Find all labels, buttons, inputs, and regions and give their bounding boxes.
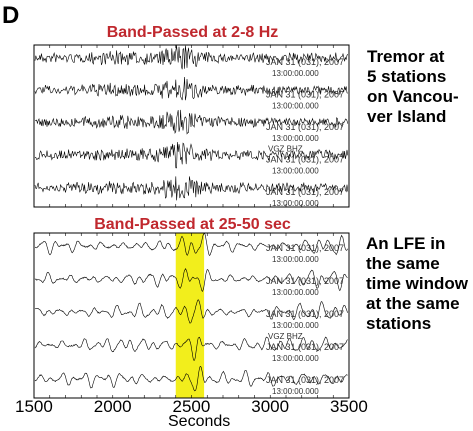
trace-time-label: 13:00:00.000: [272, 199, 319, 208]
lfe-time-window-highlight: [176, 233, 204, 398]
trace-date-label: JAN 31 (031), 2007: [266, 375, 344, 385]
trace-date-label: JAN 31 (031), 2007: [266, 90, 344, 100]
x-tick-label: 1500: [15, 397, 53, 417]
trace-time-label: 13:00:00.000: [272, 102, 319, 111]
x-tick-label: 3000: [251, 397, 289, 417]
trace-date-label: JAN 31 (031), 2007: [266, 155, 344, 165]
trace-time-label: 13:00:00.000: [272, 167, 319, 176]
trace-time-label: 13:00:00.000: [272, 69, 319, 78]
trace-date-label: JAN 31 (031), 2007: [266, 342, 344, 352]
trace-time-label: 13:00:00.000: [272, 387, 319, 396]
trace-date-label: JAN 31 (031), 2007: [266, 276, 344, 286]
trace-time-label: 13:00:00.000: [272, 321, 319, 330]
station-label: VGZ BHZ: [268, 145, 303, 154]
top-panel-frame: JAN 31 (031), 2007 13:00:00.000 JAN 31 (03…: [34, 45, 349, 208]
x-tick-label: 2000: [94, 397, 132, 417]
x-tick-label: 3500: [330, 397, 368, 417]
trace-date-label: JAN 31 (031), 2007: [266, 243, 344, 253]
trace-date-label: JAN 31 (031), 2007: [266, 187, 344, 197]
trace-time-label: 13:00:00.000: [272, 134, 319, 143]
trace-time-label: 13:00:00.000: [272, 255, 319, 264]
trace-date-label: JAN 31 (031), 2007: [266, 122, 344, 132]
trace-time-label: 13:00:00.000: [272, 288, 319, 297]
trace-date-label: JAN 31 (031), 2007: [266, 57, 344, 67]
trace-date-label: JAN 31 (031), 2007: [266, 309, 344, 319]
trace-time-label: 13:00:00.000: [272, 354, 319, 363]
station-label: VGZ BHZ: [268, 332, 303, 341]
bottom-panel-frame: JAN 31 (031), 2007 13:00:00.000 JAN 31 (03…: [34, 233, 349, 398]
x-axis-label: Seconds: [168, 413, 230, 431]
